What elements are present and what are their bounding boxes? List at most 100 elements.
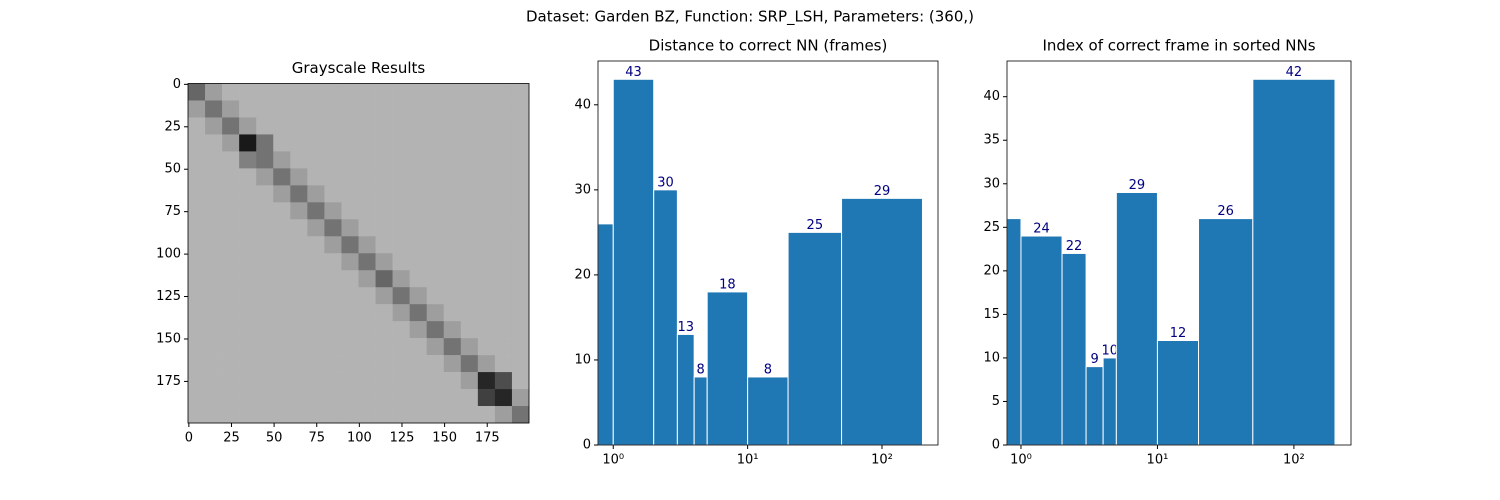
heat-cell xyxy=(273,117,291,135)
value-label: 42 xyxy=(1286,65,1303,80)
y-tick-label: 0 xyxy=(992,438,1000,453)
heat-cell xyxy=(188,355,206,373)
heat-cell xyxy=(511,355,530,373)
heat-cell xyxy=(324,236,342,254)
heat-cell xyxy=(511,202,530,220)
heat-cell xyxy=(222,83,240,101)
heat-cell xyxy=(375,185,393,203)
heat-cell xyxy=(392,287,410,305)
heat-cell xyxy=(392,372,410,390)
heat-cell xyxy=(205,117,223,135)
heat-cell xyxy=(477,219,496,237)
x-tick-label: 10² xyxy=(871,453,893,468)
heat-cell xyxy=(341,389,359,407)
heat-cell xyxy=(426,100,445,118)
heat-cell xyxy=(375,151,393,169)
heat-cell xyxy=(392,304,410,322)
heat-cell xyxy=(341,338,359,356)
heat-cell xyxy=(256,321,274,339)
heat-cell xyxy=(341,151,359,169)
axes-title: Grayscale Results xyxy=(292,59,426,77)
heat-cell xyxy=(222,219,240,237)
y-tick-label: 125 xyxy=(156,289,181,304)
heat-cell xyxy=(460,253,479,271)
heat-cell xyxy=(307,134,325,152)
bar xyxy=(841,197,923,446)
heat-cell xyxy=(324,168,342,186)
heat-cell xyxy=(494,151,513,169)
heat-cell xyxy=(239,185,257,203)
heat-cell xyxy=(511,253,530,271)
heat-cell xyxy=(392,100,410,118)
bar xyxy=(653,189,678,446)
heat-cell xyxy=(409,406,427,424)
heat-cell xyxy=(324,83,342,101)
heat-cell xyxy=(358,338,376,356)
heat-cell xyxy=(443,151,462,169)
heat-cell xyxy=(426,406,445,424)
heat-cell xyxy=(239,355,257,373)
heat-cell xyxy=(188,236,206,254)
heat-cell xyxy=(426,253,445,271)
heat-cell xyxy=(494,185,513,203)
heat-cell xyxy=(307,389,325,407)
heat-cell xyxy=(239,236,257,254)
heat-cell xyxy=(256,270,274,288)
heat-cell xyxy=(273,287,291,305)
heat-cell xyxy=(477,83,496,101)
heat-cell xyxy=(460,168,479,186)
heat-cell xyxy=(511,372,530,390)
heat-cell xyxy=(358,117,376,135)
heat-cell xyxy=(222,338,240,356)
heat-cell xyxy=(256,83,274,101)
heat-cell xyxy=(426,168,445,186)
heat-cell xyxy=(494,253,513,271)
heat-cell xyxy=(477,134,496,152)
heat-cell xyxy=(460,185,479,203)
heat-cell xyxy=(239,253,257,271)
heat-cell xyxy=(477,338,496,356)
heat-cell xyxy=(392,270,410,288)
heat-cell xyxy=(205,151,223,169)
heat-cell xyxy=(239,202,257,220)
y-tick-label: 30 xyxy=(983,176,1000,191)
heat-cell xyxy=(341,83,359,101)
heat-cell xyxy=(222,168,240,186)
heat-cell xyxy=(426,304,445,322)
heat-cell xyxy=(324,406,342,424)
heat-cell xyxy=(443,321,462,339)
heat-cell xyxy=(426,236,445,254)
heat-cell xyxy=(307,151,325,169)
heat-cell xyxy=(273,253,291,271)
heat-cell xyxy=(409,100,427,118)
heat-cell xyxy=(239,321,257,339)
heat-cell xyxy=(392,151,410,169)
heat-cell xyxy=(392,355,410,373)
heat-cell xyxy=(290,338,308,356)
heat-cell xyxy=(358,83,376,101)
heat-cell xyxy=(460,372,479,390)
x-tick-label: 100 xyxy=(347,431,372,446)
heat-cell xyxy=(392,168,410,186)
heat-cell xyxy=(273,389,291,407)
heat-cell xyxy=(290,287,308,305)
heat-cell xyxy=(222,270,240,288)
heat-cell xyxy=(358,185,376,203)
heat-cell xyxy=(443,253,462,271)
axes-title: Distance to correct NN (frames) xyxy=(649,37,888,55)
heat-cell xyxy=(256,219,274,237)
heat-cell xyxy=(409,219,427,237)
value-label: 43 xyxy=(625,65,642,80)
bar xyxy=(1115,191,1158,446)
y-tick-label: 0 xyxy=(173,77,181,92)
heat-cell xyxy=(188,270,206,288)
heat-cell xyxy=(409,236,427,254)
heat-cell xyxy=(443,168,462,186)
heat-cell xyxy=(392,219,410,237)
heat-cell xyxy=(324,219,342,237)
heat-cell xyxy=(188,389,206,407)
heat-cell xyxy=(239,100,257,118)
y-tick-label: 0 xyxy=(583,438,591,453)
heat-cell xyxy=(256,338,274,356)
heat-cell xyxy=(511,100,530,118)
